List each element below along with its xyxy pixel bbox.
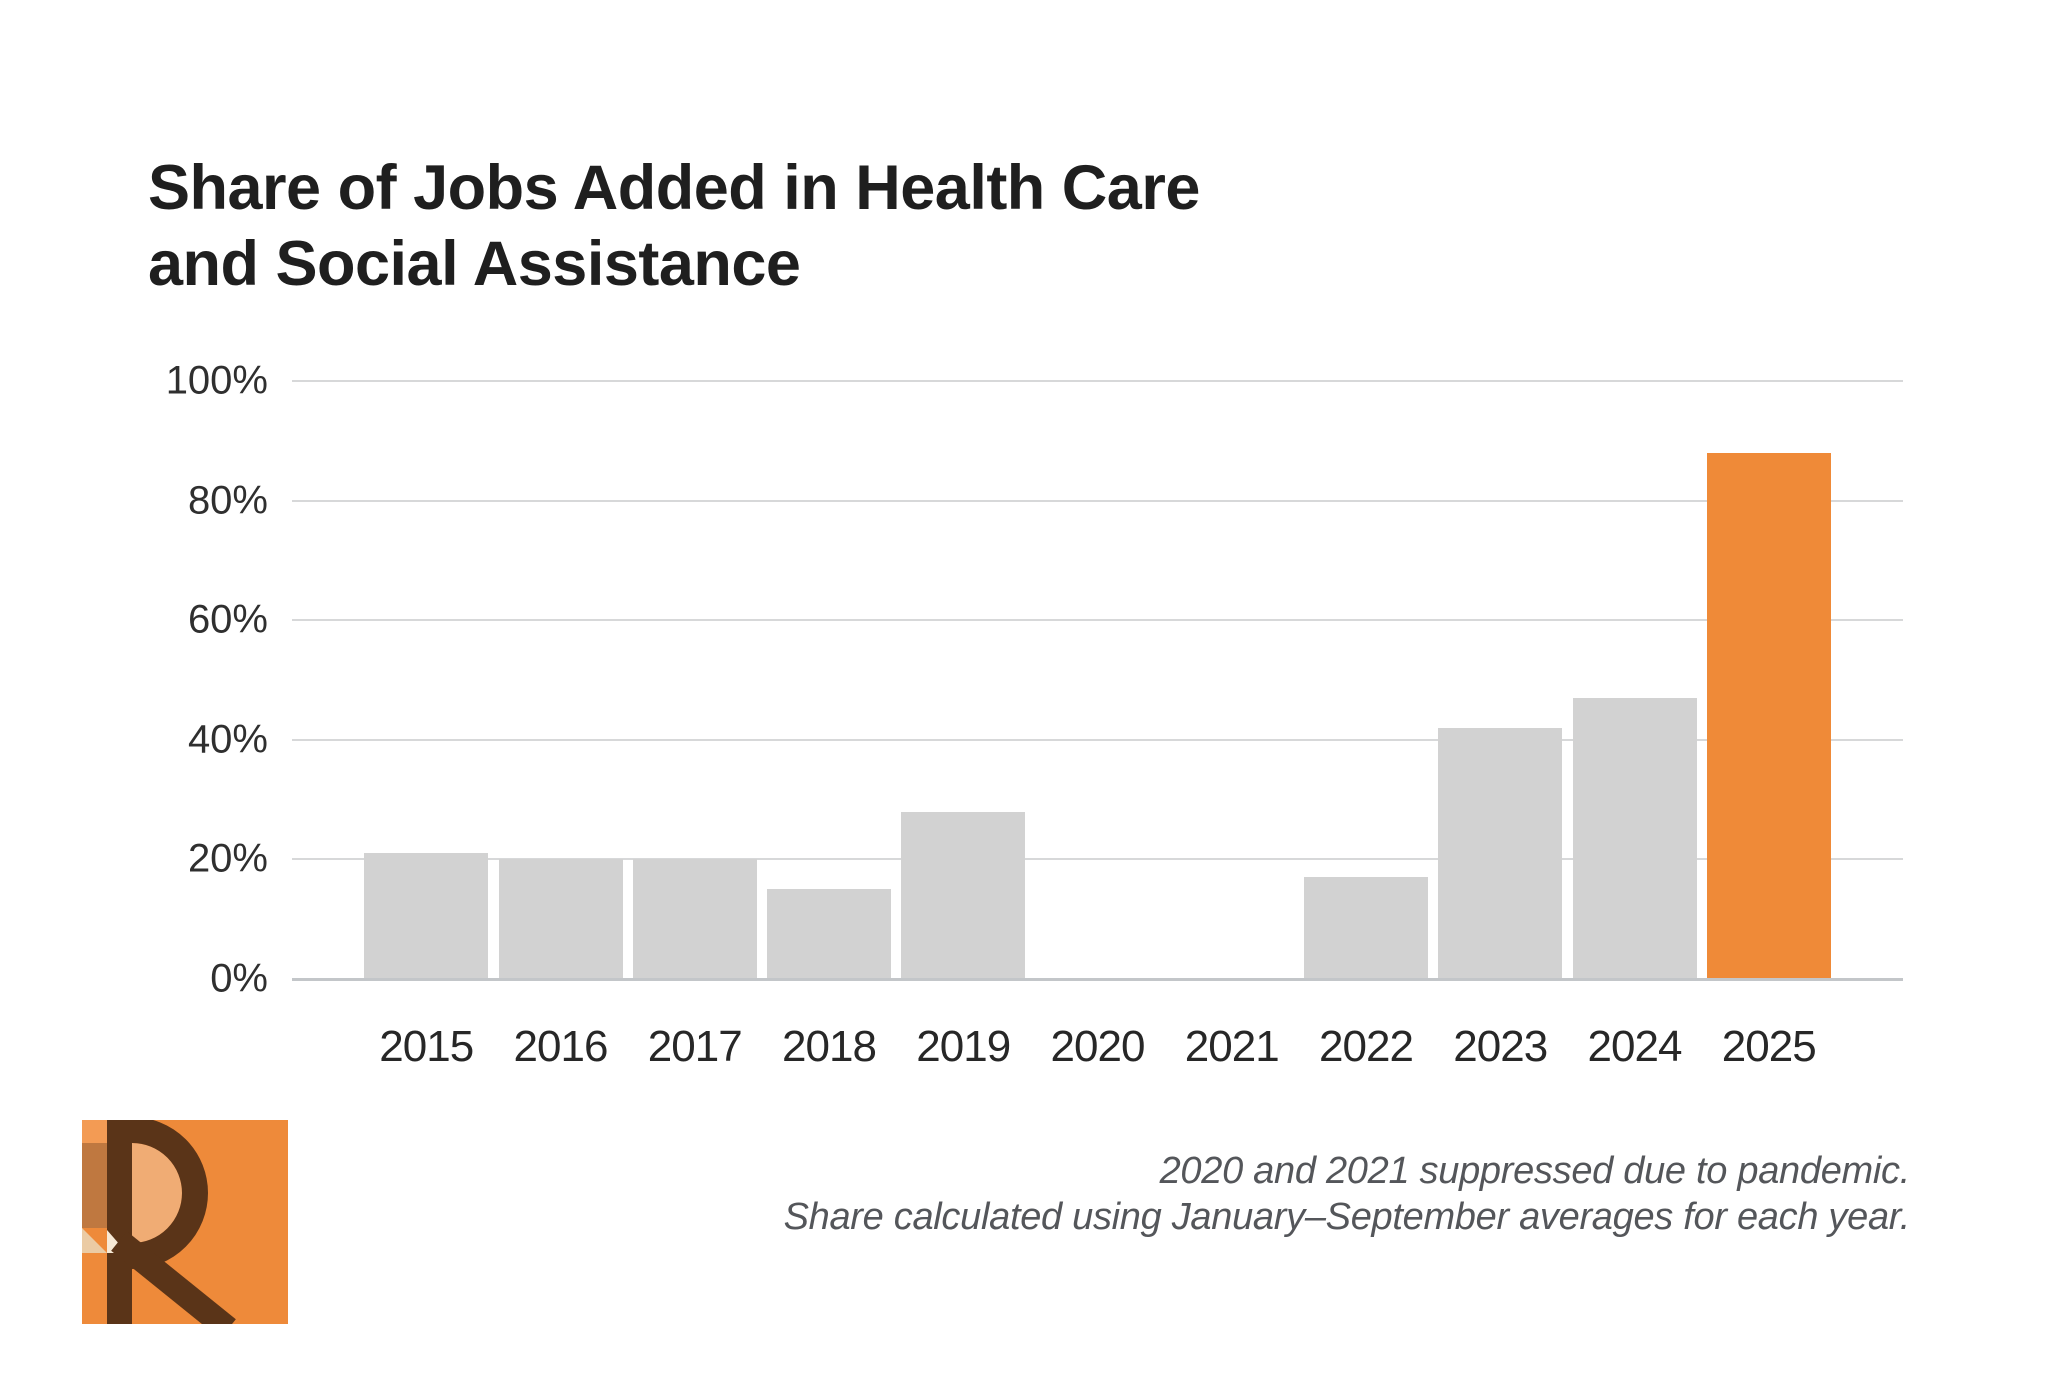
x-axis-tick-label-2019: 2019: [916, 1022, 1011, 1071]
y-axis-tick-label: 80%: [187, 478, 268, 523]
x-axis-tick-label-2017: 2017: [647, 1022, 743, 1071]
x-axis-tick-label-2023: 2023: [1453, 1022, 1548, 1071]
chart-title: Share of Jobs Added in Health Care and S…: [148, 150, 1200, 302]
bar-2016: [498, 859, 623, 979]
bar-2019: [901, 811, 1026, 979]
x-axis-tick-label-2024: 2024: [1587, 1022, 1683, 1071]
logo-corner-light: [82, 1120, 107, 1143]
bar-2022: [1304, 877, 1428, 979]
y-axis: 0% 20% 40% 60% 80% 100%: [100, 359, 268, 1001]
bar-2018: [767, 889, 891, 979]
brand-logo-r: [82, 1120, 288, 1324]
x-axis-tick-label-2018: 2018: [782, 1022, 877, 1071]
footnote: 2020 and 2021 suppressed due to pandemic…: [783, 1148, 1911, 1240]
footnote-line2: Share calculated using January–September…: [783, 1196, 1911, 1238]
x-axis-tick-label-2025: 2025: [1721, 1022, 1817, 1071]
bar-2015: [364, 853, 489, 979]
gridline-100: [292, 380, 1903, 382]
x-axis-tick-label-2022: 2022: [1319, 1022, 1414, 1071]
gridline-80: [292, 499, 1903, 502]
x-axis-tick-label-2016: 2016: [513, 1022, 609, 1071]
logo-column-dark: [82, 1143, 107, 1228]
x-axis-tick-label-2021: 2021: [1184, 1022, 1280, 1071]
y-axis-tick-label: 100%: [165, 358, 268, 403]
y-axis-tick-label: 20%: [187, 836, 268, 881]
x-axis: 2015 2016 2017 2018 2019 2020 2021 2022 2023 2024…: [292, 1022, 1903, 1074]
y-axis-tick-label: 60%: [187, 597, 268, 642]
y-axis-tick-label: 0%: [210, 956, 268, 1001]
x-axis-tick-label-2020: 2020: [1050, 1022, 1146, 1071]
chart-title-line2: and Social Assistance: [148, 229, 801, 299]
bar-2024: [1572, 697, 1697, 979]
x-axis-line: [292, 978, 1903, 981]
bar-2017: [632, 859, 757, 979]
gridline-60: [292, 619, 1903, 622]
logo-leg: [111, 1231, 236, 1324]
x-axis-tick-label-2015: 2015: [379, 1022, 474, 1071]
bar-2023: [1438, 727, 1563, 979]
gridline-20: [292, 858, 1903, 861]
logo-triangle-sand: [82, 1228, 107, 1253]
y-axis-tick-label: 40%: [187, 717, 268, 762]
gridline-40: [292, 738, 1903, 741]
footnote-line1: 2020 and 2021 suppressed due to pandemic…: [1159, 1150, 1911, 1192]
logo-stem: [107, 1120, 132, 1324]
logo-bowl: [132, 1120, 208, 1269]
plot-area: [292, 380, 1903, 981]
bar-2025-highlight: [1706, 452, 1831, 979]
chart-title-line1: Share of Jobs Added in Health Care: [148, 153, 1200, 223]
